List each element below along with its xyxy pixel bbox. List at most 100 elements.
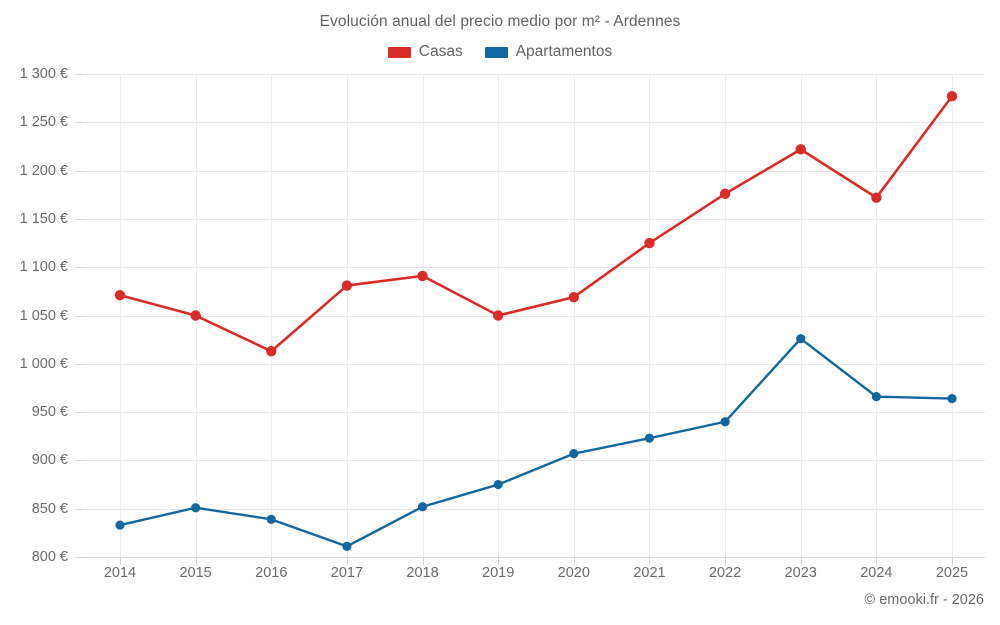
x-axis-tick-mark [649, 558, 651, 565]
x-axis-tick-label: 2021 [633, 565, 666, 581]
x-axis-tick-label: 2024 [860, 565, 893, 581]
gridline-horizontal [82, 170, 985, 172]
data-point[interactable]: 2020 : 1069 € [568, 291, 580, 303]
y-axis-tick-label: 800 € [31, 549, 68, 565]
gridline-horizontal [82, 508, 985, 510]
x-axis-tick-label: 2017 [330, 565, 364, 581]
data-point[interactable]: 2017 : 811 € [342, 541, 352, 551]
legend-swatch-apartamentos [484, 46, 508, 58]
y-axis-tick-label: 1 050 € [19, 307, 68, 324]
y-axis-tick-label: 950 € [31, 404, 68, 421]
y-axis-tick-mark [76, 267, 82, 269]
y-axis-tick-label: 850 € [31, 500, 68, 517]
y-axis-tick-mark [76, 363, 82, 365]
series-line [118, 337, 954, 548]
x-axis-tick-label: 2019 [482, 565, 515, 581]
x-axis-tick-mark [498, 558, 500, 565]
chart-legend: Casas Apartamentos [0, 43, 1000, 61]
data-point[interactable]: 2025 : 964 € [947, 393, 957, 404]
y-axis-tick-label: 1 000 € [19, 355, 68, 372]
data-point[interactable]: 2017 : 1081 € [341, 280, 353, 291]
data-point[interactable]: 2018 : 852 € [417, 502, 428, 512]
data-point[interactable]: 2024 : 966 € [871, 392, 881, 402]
x-axis-tick-mark [271, 558, 273, 565]
gridline-horizontal [82, 412, 985, 414]
gridline-vertical [649, 74, 651, 558]
x-axis-tick-mark [952, 558, 953, 565]
legend-label-casas: Casas [418, 43, 463, 60]
gridline-horizontal [82, 363, 985, 365]
data-point[interactable]: 2023 : 1222 € [795, 144, 806, 155]
data-point[interactable]: 2014 : 833 € [115, 520, 125, 530]
x-axis-tick-mark [346, 558, 348, 565]
data-point[interactable]: 2023 : 1026 € [796, 334, 806, 344]
copyright-credit: © emooki.fr - 2026 [864, 592, 984, 608]
data-point[interactable]: 2021 : 1125 € [644, 237, 655, 249]
y-axis-tick-mark [76, 460, 82, 462]
gridline-horizontal [82, 460, 985, 462]
data-point[interactable]: 2020 : 907 € [569, 449, 579, 459]
series-apartamentos: 2014 : 833 € 2015 : 851 € 2016 : 839 € 2017… [115, 334, 957, 551]
legend-swatch-casas [387, 46, 411, 58]
x-axis-tick-mark [195, 558, 197, 565]
y-axis-tick-label: 900 € [31, 452, 68, 469]
data-point[interactable]: 2022 : 940 € [720, 417, 730, 427]
data-point[interactable]: 2024 : 1172 € [871, 192, 882, 203]
data-point[interactable]: 2019 : 875 € [493, 479, 503, 490]
y-axis-tick-label: 1 300 € [19, 66, 68, 82]
y-axis-tick-mark [76, 557, 82, 558]
gridline-horizontal [82, 267, 985, 269]
data-point[interactable]: 2014 : 1071 € [114, 290, 126, 301]
legend-item-casas[interactable]: Casas [387, 43, 463, 61]
y-axis-tick-label: 1 200 € [19, 162, 68, 179]
data-point[interactable]: 2022 : 1176 € [719, 188, 731, 199]
y-axis-tick-mark [76, 218, 82, 220]
gridline-vertical [725, 74, 727, 558]
x-axis-tick-mark [725, 558, 727, 565]
chart-title: Evolución anual del precio medio por m² … [319, 13, 681, 30]
data-point[interactable]: 2025 : 1277 € [946, 91, 958, 102]
data-point[interactable]: 2016 : 839 € [266, 514, 276, 524]
x-axis-tick-label: 2025 [935, 565, 969, 581]
x-axis-tick-label: 2022 [708, 565, 742, 581]
y-axis-tick-label: 1 150 € [19, 210, 68, 227]
x-axis-tick-mark [120, 558, 121, 565]
x-axis-tick-label: 2023 [784, 565, 817, 581]
x-axis-tick-label: 2018 [406, 565, 439, 581]
data-point[interactable]: 2021 : 923 € [644, 433, 655, 443]
gridline-horizontal [82, 218, 985, 220]
gridline-vertical [800, 74, 802, 558]
y-axis-tick-mark [76, 170, 82, 172]
x-axis-tick-mark [422, 558, 424, 565]
x-axis-tick-label: 2015 [179, 565, 212, 581]
gridline-vertical [952, 74, 953, 558]
x-axis-tick-mark [573, 558, 575, 565]
gridline-vertical [876, 74, 878, 558]
gridline-vertical [346, 74, 348, 558]
x-axis-line [82, 557, 985, 558]
gridline-vertical [271, 74, 273, 558]
data-point[interactable]: 2018 : 1091 € [417, 270, 428, 282]
y-axis-tick-mark [76, 122, 82, 124]
y-axis-tick-label: 1 100 € [19, 259, 68, 276]
x-axis-tick-label: 2020 [557, 565, 590, 581]
data-point[interactable]: 2015 : 851 € [191, 503, 201, 513]
y-axis-tick-mark [76, 74, 82, 75]
gridline-horizontal [82, 74, 985, 75]
y-axis-tick-mark [76, 508, 82, 510]
gridline-horizontal [82, 315, 985, 317]
gridline-vertical [422, 74, 424, 558]
y-axis-tick-mark [76, 315, 82, 317]
legend-label-apartamentos: Apartamentos [515, 43, 613, 60]
data-point[interactable]: 2016 : 1013 € [266, 346, 277, 357]
gridline-horizontal [82, 122, 985, 124]
legend-item-apartamentos[interactable]: Apartamentos [484, 43, 613, 61]
gridline-vertical [120, 74, 121, 558]
gridline-vertical [573, 74, 575, 558]
x-axis-tick-mark [876, 558, 878, 565]
